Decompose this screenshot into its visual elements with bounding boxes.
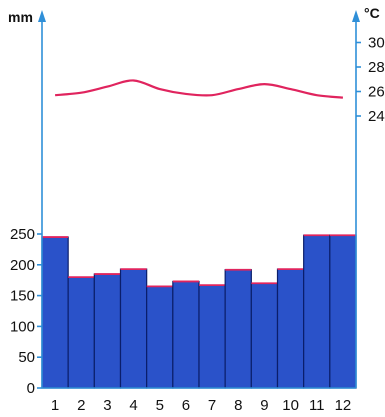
left-tick-label: 250	[10, 226, 35, 243]
precipitation-bar	[41, 236, 69, 389]
month-label: 5	[156, 397, 164, 414]
precipitation-bar	[224, 269, 252, 389]
precipitation-bar	[303, 234, 331, 389]
left-tick-label: 50	[18, 349, 35, 366]
right-tick-label: 30	[368, 35, 385, 52]
precipitation-bar	[276, 268, 305, 389]
month-label: 9	[260, 397, 268, 414]
precipitation-bar	[93, 273, 122, 389]
right-axis-unit: °C	[364, 5, 380, 21]
month-label: 11	[309, 397, 325, 414]
left-axis-arrow	[38, 10, 46, 22]
month-label: 8	[234, 397, 242, 414]
left-tick-label: 150	[10, 288, 35, 305]
month-label: 4	[129, 397, 137, 414]
left-axis-unit: mm	[8, 9, 33, 25]
month-label: 7	[208, 397, 216, 414]
precipitation-bars	[41, 234, 357, 389]
precipitation-bar	[329, 234, 357, 389]
month-label: 10	[282, 397, 299, 414]
right-tick-label: 24	[368, 108, 385, 125]
temperature-line	[54, 79, 344, 99]
precipitation-bar	[250, 282, 279, 389]
axes	[37, 10, 361, 389]
temperature-series	[54, 79, 344, 99]
precipitation-bar	[172, 280, 200, 389]
month-label: 2	[77, 397, 85, 414]
left-tick-label: 200	[10, 257, 35, 274]
month-label: 1	[51, 397, 59, 414]
right-tick-label: 28	[368, 59, 385, 76]
left-tick-label: 0	[27, 380, 35, 397]
right-tick-label: 26	[368, 84, 385, 101]
month-label: 3	[103, 397, 111, 414]
precipitation-bar	[146, 285, 174, 389]
month-label: 6	[182, 397, 190, 414]
left-tick-label: 100	[10, 318, 35, 335]
precipitation-bar	[198, 284, 226, 389]
month-label: 12	[335, 397, 352, 414]
right-axis-arrow	[352, 10, 360, 22]
precipitation-bar	[119, 268, 148, 389]
precipitation-bar	[67, 276, 95, 389]
